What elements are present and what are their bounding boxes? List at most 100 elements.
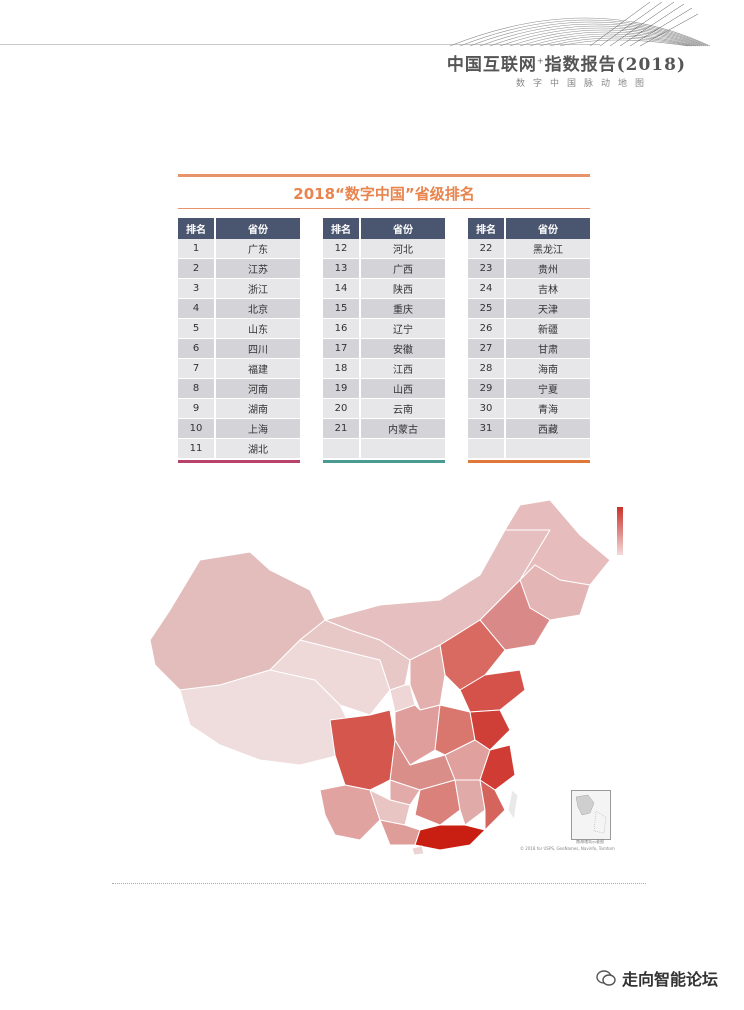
province-cell: 陕西 — [361, 279, 445, 299]
ranking-top-rule — [178, 174, 590, 177]
province-cell: 海南 — [506, 359, 590, 379]
region-zhejiang — [479, 744, 516, 791]
rank-cell: 20 — [323, 399, 361, 419]
table-row: 20 云南 — [323, 399, 445, 419]
rank-cell: 10 — [178, 419, 216, 439]
province-cell: 江苏 — [216, 259, 300, 279]
wechat-icon — [596, 970, 616, 986]
province-cell: 湖北 — [216, 439, 300, 459]
province-cell: 江西 — [361, 359, 445, 379]
report-subtitle: 数字中国脉动地图 — [515, 79, 652, 89]
col-province-header: 省份 — [361, 218, 445, 239]
table-1-accent-bar — [178, 460, 300, 463]
col-province-header: 省份 — [506, 218, 590, 239]
region-guangdong — [414, 824, 486, 851]
inset-label: 南海诸岛示意图 — [576, 839, 604, 844]
table-row: 31 西藏 — [468, 419, 590, 439]
region-taiwan — [507, 789, 519, 821]
province-cell: 甘肃 — [506, 339, 590, 359]
ranking-card: 2018“数字中国”省级排名 排名 省份 1 广东 2 江苏 3 浙江 4 北京 5 山东 6 四川 7… — [178, 174, 590, 463]
table-row: 5 山东 — [178, 319, 300, 339]
table-row: 30 青海 — [468, 399, 590, 419]
rank-cell: 13 — [323, 259, 361, 279]
region-yunnan — [319, 784, 381, 841]
rank-cell: 2 — [178, 259, 216, 279]
watermark: 走向智能论坛 — [596, 966, 718, 990]
province-cell: 湖南 — [216, 399, 300, 419]
ranking-title: 2018“数字中国”省级排名 — [293, 185, 475, 203]
province-cell: 河北 — [361, 239, 445, 259]
table-row: 7 福建 — [178, 359, 300, 379]
rank-cell — [468, 439, 506, 459]
region-jiangsu — [469, 709, 511, 751]
table-2-accent-bar — [323, 460, 445, 463]
rank-cell: 30 — [468, 399, 506, 419]
province-cell: 浙江 — [216, 279, 300, 299]
map-legend-gradient — [617, 507, 623, 555]
rank-cell: 15 — [323, 299, 361, 319]
watermark-text: 走向智能论坛 — [622, 970, 719, 989]
ranking-table-2: 排名 省份 12 河北 13 广西 14 陕西 15 重庆 16 辽宁 17 安徽 18 江西 19 山西 20… — [323, 218, 445, 459]
province-cell: 天津 — [506, 299, 590, 319]
province-cell: 安徽 — [361, 339, 445, 359]
table-row: 9 湖南 — [178, 399, 300, 419]
rank-cell: 5 — [178, 319, 216, 339]
table-row: 17 安徽 — [323, 339, 445, 359]
table-row: 29 宁夏 — [468, 379, 590, 399]
table-row: 1 广东 — [178, 239, 300, 259]
province-cell: 河南 — [216, 379, 300, 399]
province-cell: 山东 — [216, 319, 300, 339]
ranking-table-3-wrap: 排名 省份 22 黑龙江 23 贵州 24 吉林 25 天津 26 新疆 27 甘肃 28 海南 29 宁夏 3… — [468, 218, 590, 463]
col-rank-header: 排名 — [323, 218, 361, 239]
province-cell: 贵州 — [506, 259, 590, 279]
rank-cell: 11 — [178, 439, 216, 459]
province-cell: 内蒙古 — [361, 419, 445, 439]
region-jiangxi — [454, 779, 486, 826]
rank-cell: 1 — [178, 239, 216, 259]
rank-cell — [323, 439, 361, 459]
province-cell: 广东 — [216, 239, 300, 259]
header-rule — [0, 44, 600, 45]
table-row: 23 贵州 — [468, 259, 590, 279]
region-hainan — [411, 845, 425, 855]
province-cell — [506, 439, 590, 459]
table-row: 14 陕西 — [323, 279, 445, 299]
province-cell: 山西 — [361, 379, 445, 399]
table-row — [468, 439, 590, 459]
rank-cell: 29 — [468, 379, 506, 399]
table-row: 27 甘肃 — [468, 339, 590, 359]
report-title: 中国互联网+指数报告(2018) — [446, 55, 686, 75]
ranking-title-rule — [178, 208, 590, 209]
rank-cell: 27 — [468, 339, 506, 359]
rank-cell: 31 — [468, 419, 506, 439]
table-row: 24 吉林 — [468, 279, 590, 299]
province-cell: 重庆 — [361, 299, 445, 319]
province-cell: 吉林 — [506, 279, 590, 299]
region-sichuan — [329, 709, 396, 791]
rank-cell: 21 — [323, 419, 361, 439]
province-cell: 西藏 — [506, 419, 590, 439]
rank-cell: 4 — [178, 299, 216, 319]
table-row: 21 内蒙古 — [323, 419, 445, 439]
table-row: 10 上海 — [178, 419, 300, 439]
col-province-header: 省份 — [216, 218, 300, 239]
table-row: 16 辽宁 — [323, 319, 445, 339]
rank-cell: 3 — [178, 279, 216, 299]
header-decoration — [449, 1, 711, 47]
rank-cell: 8 — [178, 379, 216, 399]
table-row: 13 广西 — [323, 259, 445, 279]
table-row: 2 江苏 — [178, 259, 300, 279]
province-cell: 新疆 — [506, 319, 590, 339]
province-cell: 云南 — [361, 399, 445, 419]
province-cell — [361, 439, 445, 459]
table-row: 11 湖北 — [178, 439, 300, 459]
table-row: 8 河南 — [178, 379, 300, 399]
table-row: 18 江西 — [323, 359, 445, 379]
province-cell: 北京 — [216, 299, 300, 319]
rank-cell: 28 — [468, 359, 506, 379]
rank-cell: 22 — [468, 239, 506, 259]
rank-cell: 16 — [323, 319, 361, 339]
ranking-table-2-wrap: 排名 省份 12 河北 13 广西 14 陕西 15 重庆 16 辽宁 17 安徽 18 江西 19 山西 20… — [323, 218, 445, 463]
rank-cell: 26 — [468, 319, 506, 339]
province-cell: 上海 — [216, 419, 300, 439]
